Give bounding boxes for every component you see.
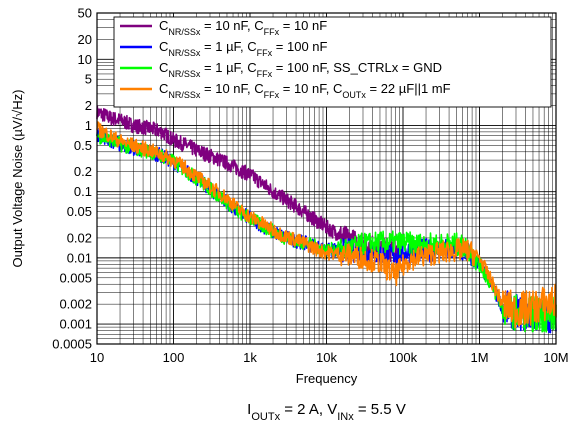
plot-frame bbox=[96, 12, 557, 345]
series-line-4 bbox=[96, 121, 557, 329]
x-tick-label: 100 bbox=[163, 350, 185, 365]
legend-label-2: CNR/SSx = 1 µF, CFFx = 100 nF bbox=[159, 39, 328, 58]
legend-label-3: CNR/SSx = 1 µF, CFFx = 100 nF, SS_CTRLx … bbox=[159, 60, 442, 79]
chart-caption: IOUTx = 2 A, VINx = 5.5 V bbox=[247, 401, 406, 422]
x-tick-label: 10k bbox=[316, 350, 337, 365]
y-tick-label: 0.1 bbox=[74, 184, 92, 199]
y-tick-label: 0.5 bbox=[74, 138, 92, 153]
x-axis-title: Frequency bbox=[296, 371, 358, 386]
x-tick-label: 100k bbox=[389, 350, 418, 365]
x-tick-label: 10M bbox=[543, 350, 568, 365]
y-tick-label: 5 bbox=[85, 72, 92, 87]
x-tick-label: 1k bbox=[243, 350, 257, 365]
legend-label-4: CNR/SSx = 10 nF, CFFx = 10 nF, COUTx = 2… bbox=[159, 81, 451, 100]
x-tick-label: 10 bbox=[90, 350, 104, 365]
y-tick-label: 0.2 bbox=[74, 164, 92, 179]
y-tick-label: 0.01 bbox=[67, 250, 92, 265]
y-tick-label: 1 bbox=[85, 118, 92, 133]
y-axis-title: Output Voltage Noise (µV/√Hz) bbox=[10, 90, 25, 268]
series-layer bbox=[96, 105, 557, 334]
y-tick-label: 0.002 bbox=[59, 297, 92, 312]
y-tick-label: 0.0005 bbox=[52, 337, 92, 352]
y-tick-label: 50 bbox=[78, 6, 92, 21]
y-tick-label: 0.05 bbox=[67, 204, 92, 219]
y-tick-label: 10 bbox=[78, 52, 92, 67]
y-tick-label: 0.02 bbox=[67, 230, 92, 245]
y-tick-label: 2 bbox=[85, 98, 92, 113]
tick-labels: 10 100 1k 10k 100k 1M 10M 50 20 10 5 2 1 0.5 0.2 0.1 0.0… bbox=[52, 6, 568, 366]
y-tick-label: 0.001 bbox=[59, 317, 92, 332]
y-tick-label: 20 bbox=[78, 32, 92, 47]
legend-box bbox=[113, 16, 552, 108]
y-tick-label: 0.005 bbox=[59, 270, 92, 285]
x-tick-label: 1M bbox=[470, 350, 488, 365]
legend-label-1: CNR/SSx = 10 nF, CFFx = 10 nF bbox=[159, 18, 327, 37]
legend: CNR/SSx = 10 nF, CFFx = 10 nF CNR/SSx = 1… bbox=[113, 16, 552, 108]
